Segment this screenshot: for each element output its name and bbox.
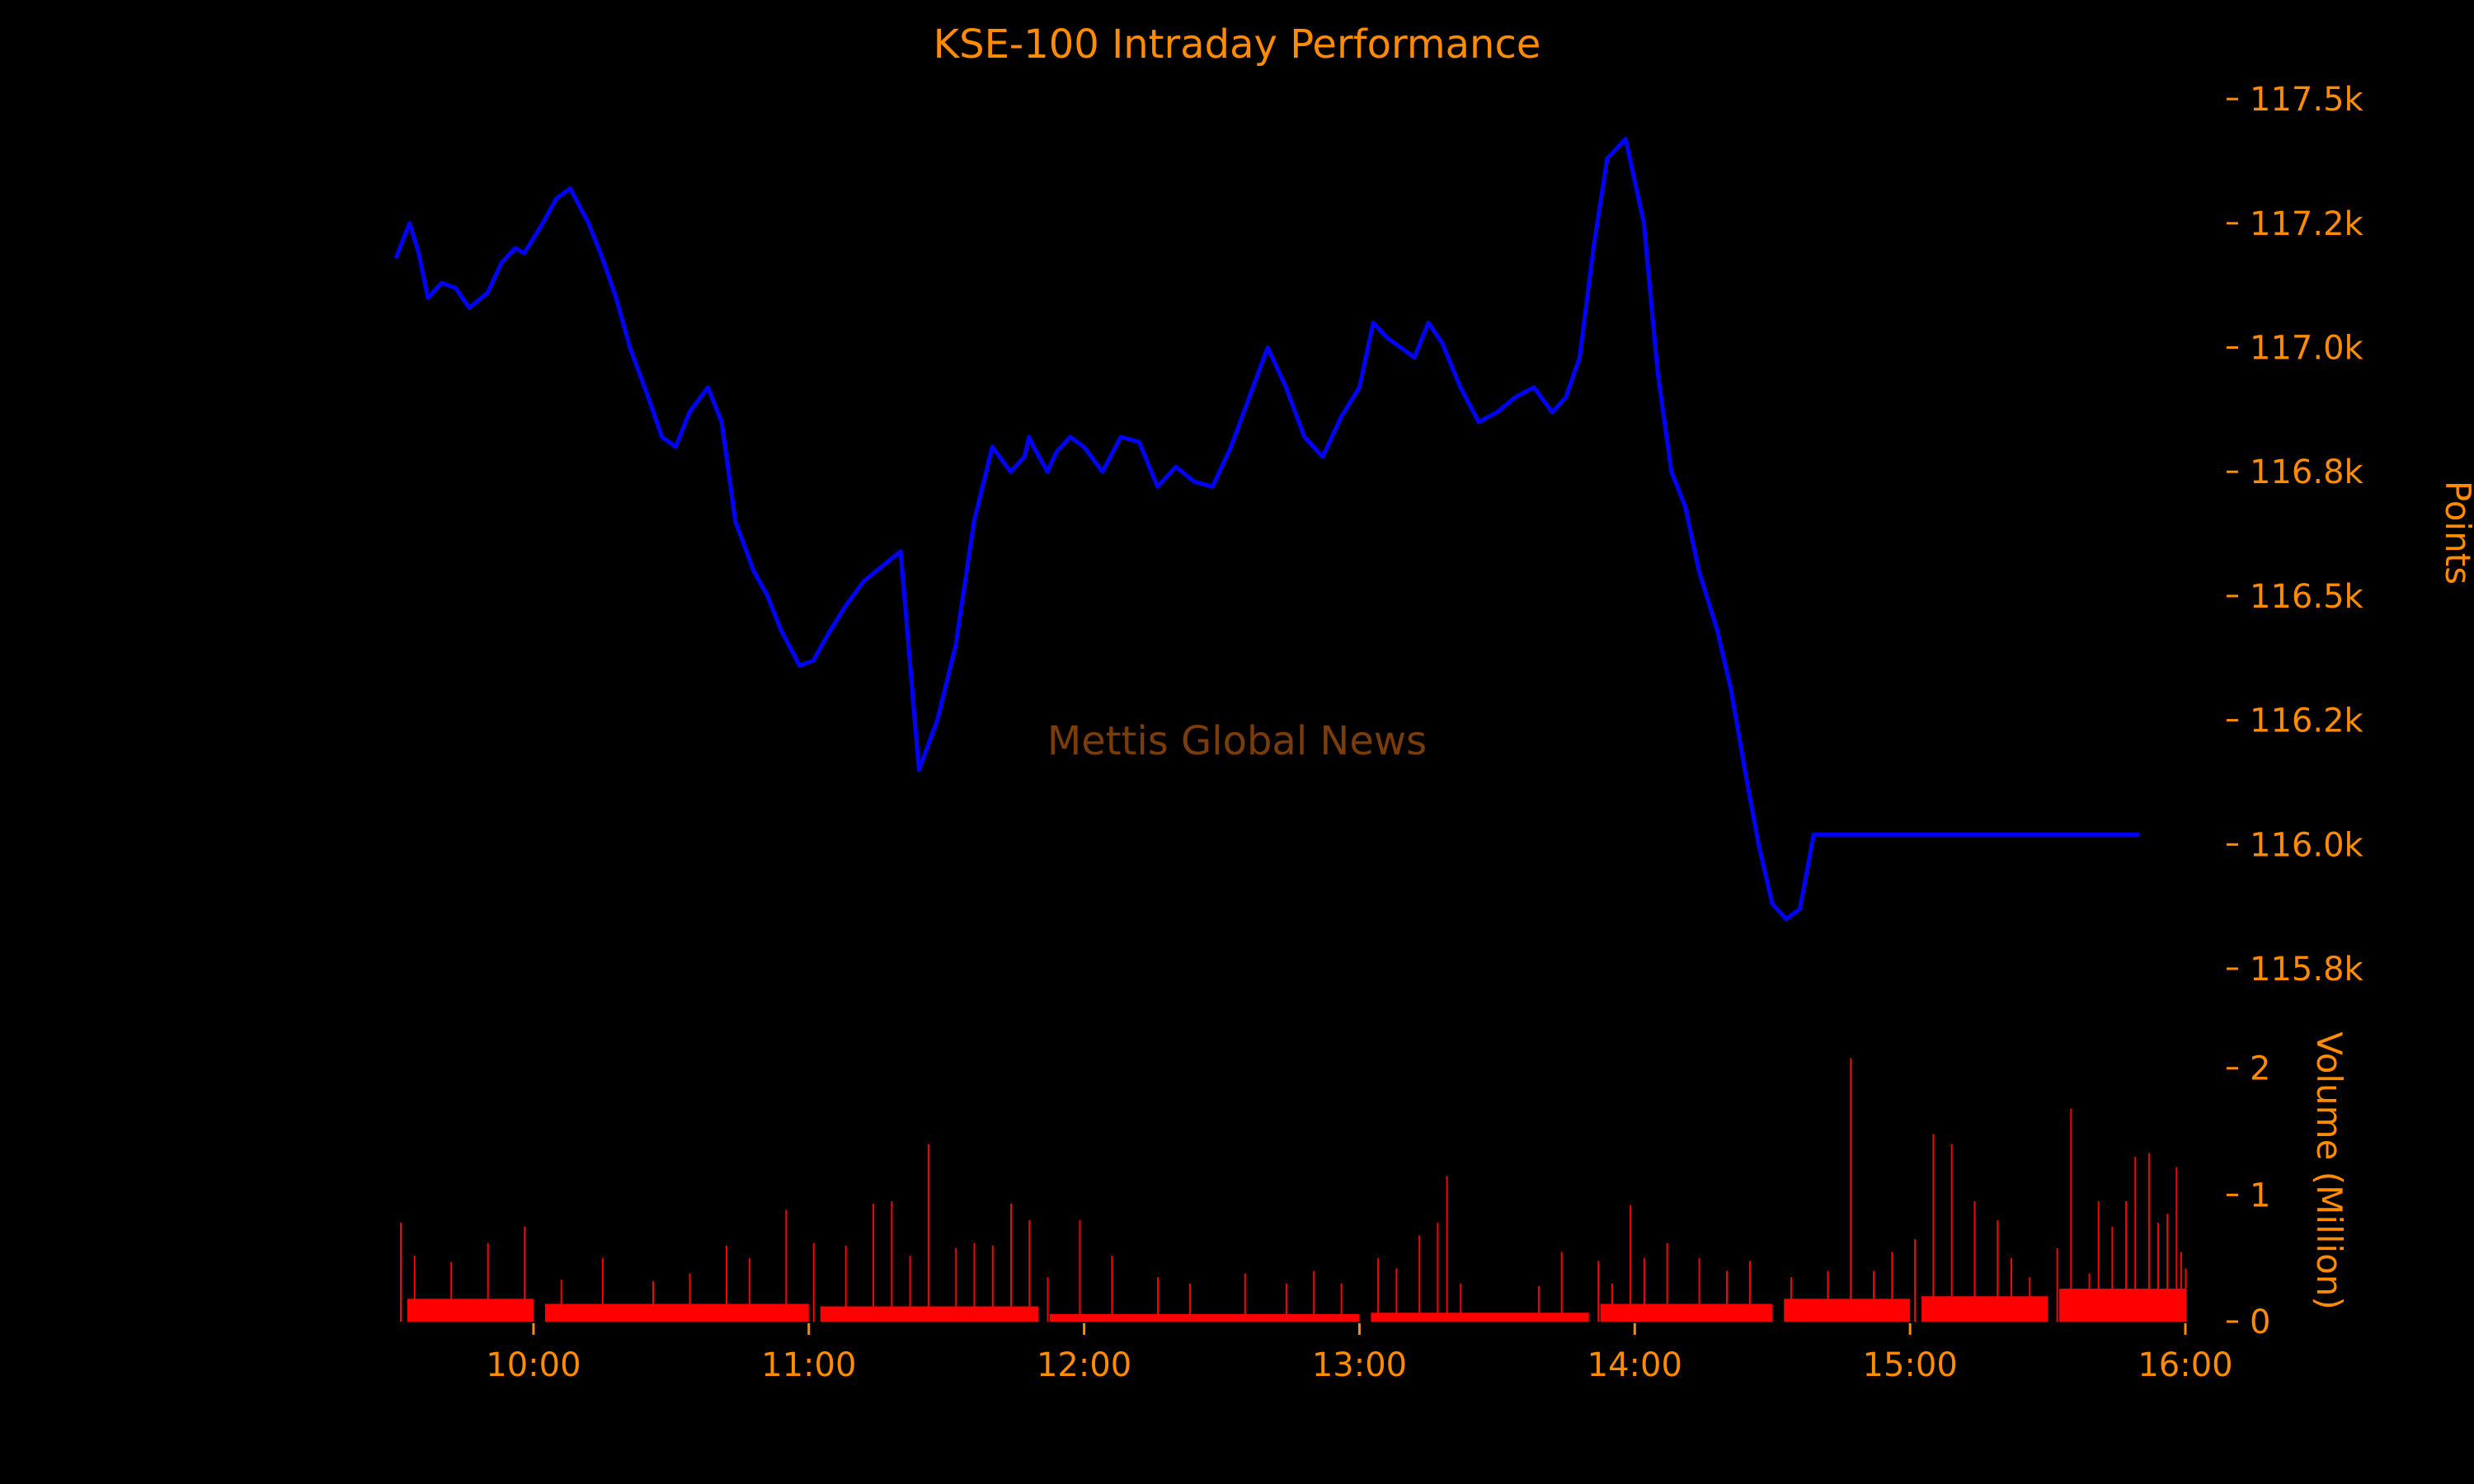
- watermark: Mettis Global News: [1047, 718, 1427, 764]
- price-tick-label: 116.0k: [2250, 826, 2364, 864]
- time-tick-label: 14:00: [1587, 1346, 1682, 1384]
- time-tick-label: 16:00: [2138, 1346, 2232, 1384]
- time-tick-label: 15:00: [1863, 1346, 1958, 1384]
- volume-base-band: [2059, 1289, 2185, 1322]
- volume-base-band: [1371, 1313, 1589, 1322]
- price-tick-label: 117.2k: [2250, 205, 2364, 243]
- price-series-line: [393, 136, 2140, 922]
- price-tick-label: 116.2k: [2250, 702, 2364, 740]
- volume-tick-label: 0: [2250, 1303, 2270, 1341]
- volume-base-band: [407, 1298, 534, 1322]
- price-tick-label: 117.5k: [2250, 81, 2364, 119]
- time-tick-label: 10:00: [486, 1346, 581, 1384]
- volume-y-axis: 0 1 2: [2227, 1050, 2270, 1341]
- price-tick-label: 115.8k: [2250, 951, 2364, 989]
- volume-base-band: [1921, 1296, 2048, 1322]
- price-y-axis: 115.8k 116.0k 116.2k 116.5k 116.8k 117.0k 117.…: [2227, 81, 2364, 989]
- time-tick-label: 11:00: [761, 1346, 856, 1384]
- volume-base-band: [1600, 1303, 1773, 1322]
- price-line-layer: [393, 136, 2140, 922]
- time-tick-label: 13:00: [1312, 1346, 1407, 1384]
- price-tick-label: 116.8k: [2250, 453, 2364, 491]
- volume-base-band: [1049, 1313, 1360, 1322]
- price-axis-label: Points: [2438, 481, 2474, 585]
- price-tick-label: 116.5k: [2250, 578, 2364, 616]
- volume-tick-label: 2: [2250, 1050, 2270, 1088]
- volume-base-band: [1784, 1298, 1911, 1322]
- chart-title: KSE-100 Intraday Performance: [934, 21, 1541, 68]
- volume-base-band: [544, 1303, 809, 1322]
- volume-bars-layer: [400, 1058, 2187, 1322]
- time-tick-label: 12:00: [1037, 1346, 1131, 1384]
- price-tick-label: 117.0k: [2250, 330, 2364, 368]
- time-x-axis: 10:00 11:00 12:00 13:00 14:00 15:00 16:00: [486, 1323, 2233, 1384]
- volume-axis-label: Volume (Million): [2309, 1031, 2349, 1310]
- volume-tick-label: 1: [2250, 1176, 2270, 1214]
